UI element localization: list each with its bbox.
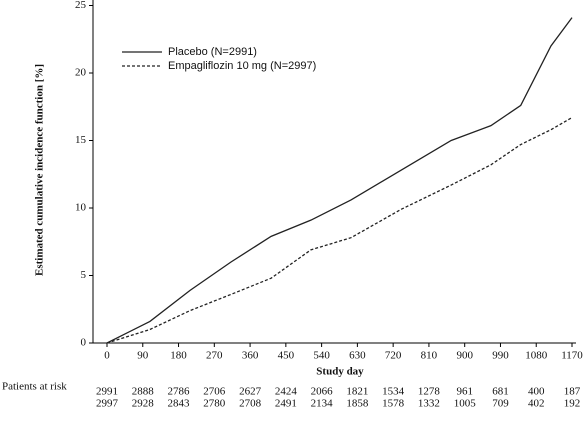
x-tick-label: 630: [349, 350, 366, 362]
x-axis-label: Study day: [316, 366, 364, 378]
x-tick-label: 270: [206, 350, 223, 362]
risk-count: 1534: [382, 386, 405, 398]
y-tick-label: 5: [81, 269, 87, 281]
risk-count: 2928: [132, 398, 155, 410]
risk-count: 961: [456, 386, 473, 398]
risk-count: 2997: [96, 398, 119, 410]
risk-count: 400: [528, 386, 545, 398]
legend-label: Placebo (N=2991): [168, 46, 257, 58]
risk-count: 1821: [346, 386, 368, 398]
series-line: [106, 17, 573, 344]
y-tick-label: 25: [75, 0, 87, 11]
x-tick-label: 990: [492, 350, 509, 362]
risk-count: 2706: [203, 386, 226, 398]
y-tick-label: 0: [81, 337, 87, 349]
risk-count: 1578: [382, 398, 405, 410]
series-line: [106, 116, 573, 344]
y-tick-label: 15: [75, 134, 87, 146]
risk-count: 681: [492, 386, 509, 398]
risk-count: 1005: [454, 398, 477, 410]
risk-count: 2424: [275, 386, 298, 398]
x-tick-label: 810: [421, 350, 438, 362]
risk-count: 402: [528, 398, 545, 410]
x-tick-label: 180: [170, 350, 187, 362]
x-tick-label: 90: [137, 350, 149, 362]
risk-count: 1278: [418, 386, 441, 398]
risk-count: 2708: [239, 398, 262, 410]
risk-count: 1858: [346, 398, 369, 410]
x-tick-label: 360: [242, 350, 259, 362]
risk-count: 2888: [132, 386, 155, 398]
x-tick-label: 900: [456, 350, 473, 362]
risk-count: 1332: [418, 398, 440, 410]
risk-count: 2991: [96, 386, 118, 398]
risk-count: 2066: [311, 386, 334, 398]
x-tick-label: 1080: [525, 350, 548, 362]
risk-count: 709: [492, 398, 509, 410]
risk-table-title: Patients at risk: [2, 381, 67, 393]
y-tick-label: 10: [75, 202, 87, 214]
risk-count: 2134: [311, 398, 334, 410]
x-tick-label: 720: [385, 350, 402, 362]
x-tick-label: 540: [313, 350, 330, 362]
x-tick-label: 450: [278, 350, 295, 362]
legend-label: Empagliflozin 10 mg (N=2997): [168, 60, 316, 72]
risk-count: 187: [564, 386, 581, 398]
y-tick-label: 20: [75, 67, 87, 79]
risk-count: 2627: [239, 386, 262, 398]
risk-count: 2491: [275, 398, 297, 410]
risk-count: 2780: [203, 398, 226, 410]
x-tick-label: 0: [104, 350, 110, 362]
risk-count: 2843: [168, 398, 191, 410]
risk-count: 2786: [168, 386, 191, 398]
x-tick-label: 1170: [561, 350, 583, 362]
risk-count: 192: [564, 398, 581, 410]
y-axis-label: Estimated cumulative incidence function …: [34, 64, 46, 276]
